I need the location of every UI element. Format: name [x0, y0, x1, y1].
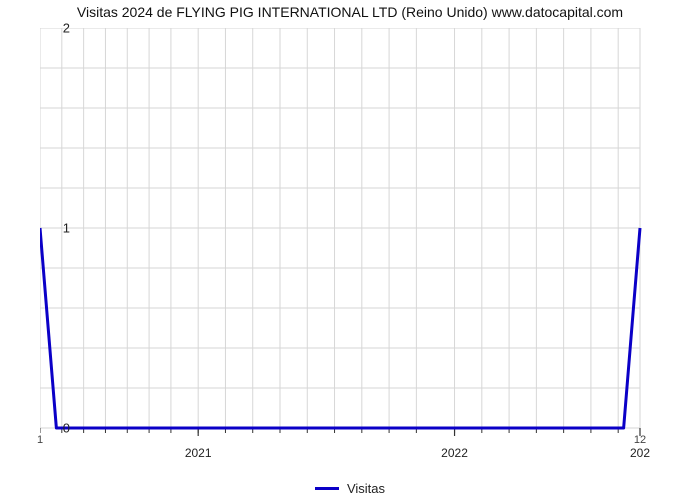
chart-svg [40, 28, 680, 478]
y-tick-label: 1 [40, 221, 70, 236]
y-tick-label: 2 [40, 21, 70, 36]
plot-area: 01211220212022202 [40, 28, 680, 438]
legend-swatch [315, 487, 339, 490]
legend: Visitas [0, 481, 700, 496]
x-major-label: 2022 [441, 446, 468, 460]
x-right-end-label: 12 [634, 434, 646, 446]
x-left-end-label: 1 [37, 434, 43, 446]
chart-container: Visitas 2024 de FLYING PIG INTERNATIONAL… [0, 0, 700, 500]
y-tick-label: 0 [40, 421, 70, 436]
x-major-label: 2021 [185, 446, 212, 460]
x-major-label: 202 [630, 446, 650, 460]
chart-title: Visitas 2024 de FLYING PIG INTERNATIONAL… [0, 4, 700, 20]
legend-label: Visitas [347, 481, 385, 496]
